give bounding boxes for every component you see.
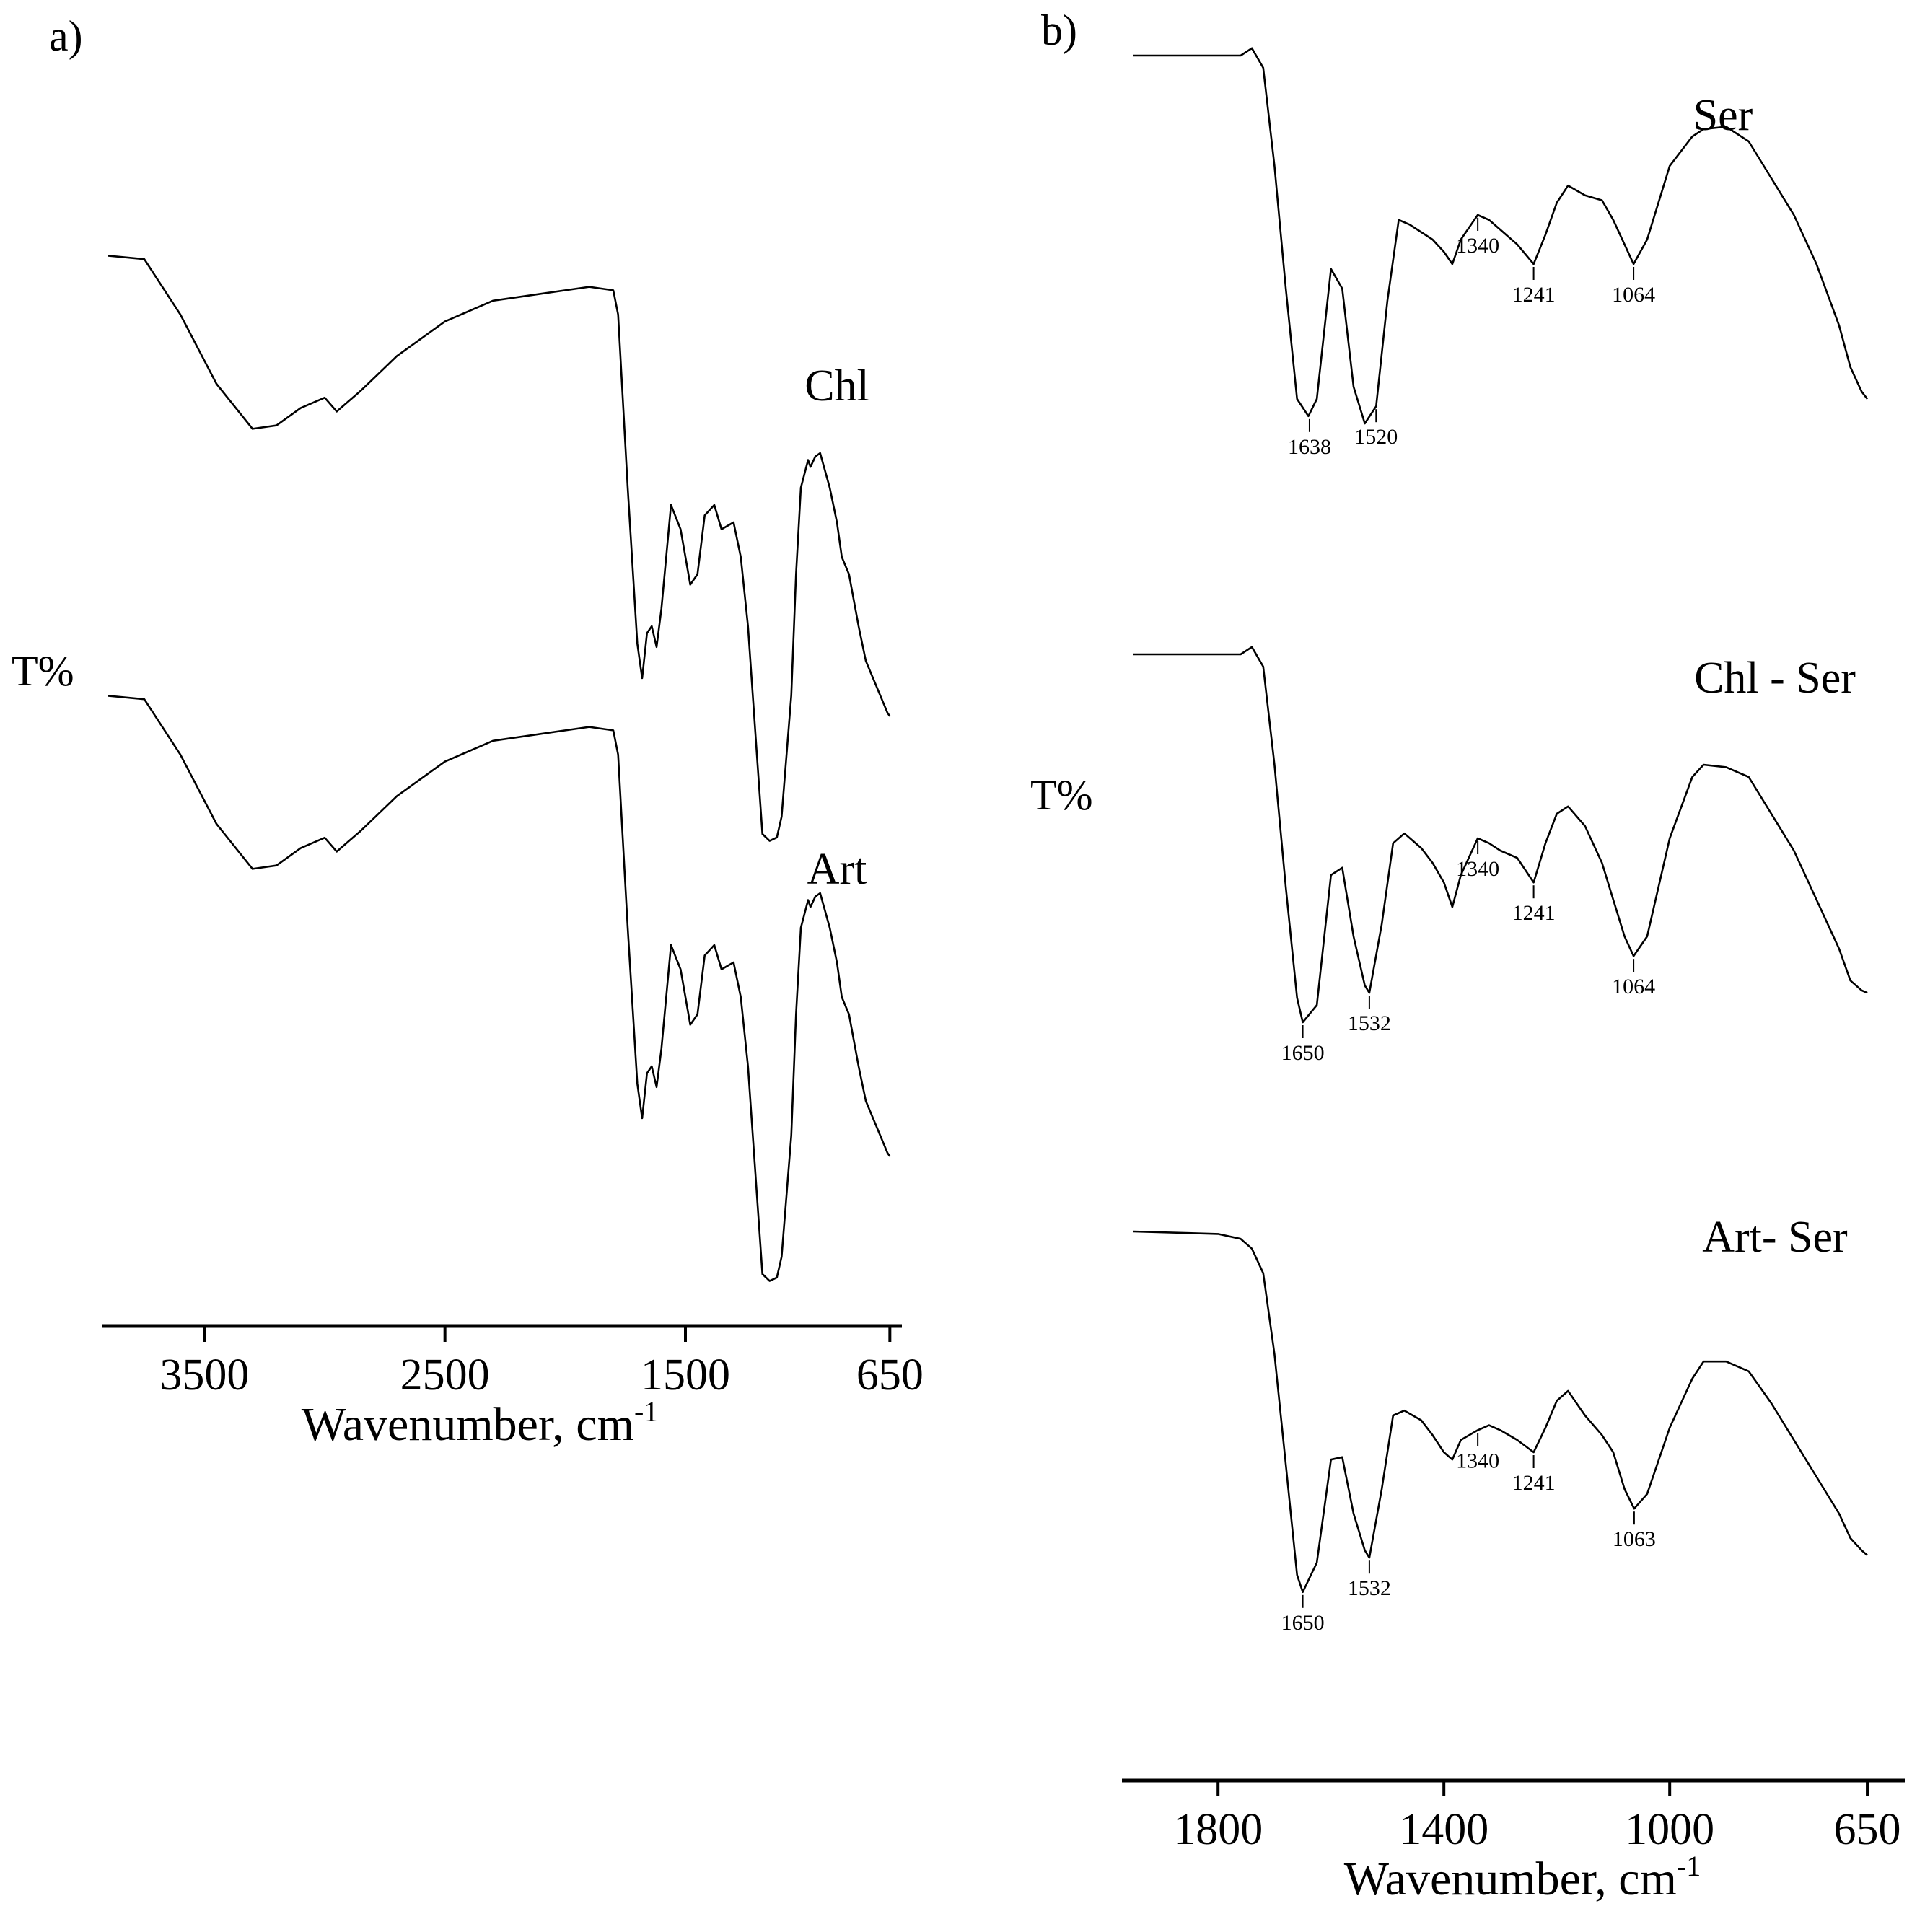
panel-a-series-1-label: Chl	[804, 361, 869, 410]
panel-b-x-tick-label: 1000	[1625, 1805, 1714, 1854]
peak-label: 1340	[1456, 1449, 1499, 1472]
panel-b-series-3-line	[1133, 1230, 1868, 1594]
peak-label: 1650	[1281, 1041, 1325, 1065]
panel-b: b) T% 1800 1400 1000 650 Wavenumber, cm-1 Ser 16…	[1030, 6, 1905, 1905]
panel-a-x-tick-label: 2500	[400, 1351, 490, 1400]
peak-label: 1532	[1348, 1576, 1391, 1600]
peak-label: 1340	[1456, 234, 1499, 258]
peak-label: 1241	[1512, 901, 1556, 925]
peak-label: 1241	[1512, 283, 1556, 307]
panel-a-series-1-line	[108, 255, 891, 842]
panel-a-series-2-label: Art	[807, 845, 867, 894]
peak-label: 1064	[1612, 283, 1655, 307]
panel-a-label: a)	[49, 12, 83, 60]
panel-a-x-axis-title: Wavenumber, cm-1	[302, 1395, 659, 1451]
panel-b-series-1-line	[1133, 47, 1869, 425]
panel-a-x-tick-label: 3500	[159, 1351, 249, 1400]
panel-b-x-tick-label: 1800	[1173, 1805, 1263, 1854]
peak-label: 1064	[1612, 975, 1655, 998]
panel-b-series-2-line	[1133, 646, 1868, 1024]
peak-label: 1532	[1348, 1011, 1391, 1035]
panel-b-series-3-label: Art- Ser	[1702, 1213, 1848, 1262]
panel-a-y-axis-label: T%	[12, 647, 74, 695]
peak-label: 1650	[1281, 1611, 1325, 1635]
panel-b-y-axis-label: T%	[1030, 771, 1093, 819]
panel-b-series-2-label: Chl - Ser	[1694, 654, 1856, 703]
panel-b-series-1-label: Ser	[1693, 91, 1753, 140]
panel-a-series-2-line	[108, 695, 891, 1282]
panel-b-x-tick-label: 650	[1834, 1805, 1901, 1854]
peak-label: 1638	[1288, 435, 1331, 459]
peak-label: 1520	[1354, 425, 1398, 449]
peak-label: 1063	[1613, 1527, 1656, 1551]
panel-a: a) T% 3500 2500 1500 650 Wavenumber, cm-1 Chl Ar…	[12, 12, 924, 1451]
panel-b-x-axis-title: Wavenumber, cm-1	[1344, 1850, 1701, 1905]
panel-a-x-tick-label: 1500	[641, 1351, 730, 1400]
panel-b-x-tick-label: 1400	[1399, 1805, 1488, 1854]
panel-a-x-tick-label: 650	[856, 1351, 924, 1400]
panel-b-label: b)	[1041, 6, 1077, 54]
peak-label: 1340	[1456, 857, 1499, 881]
peak-label: 1241	[1512, 1471, 1556, 1495]
